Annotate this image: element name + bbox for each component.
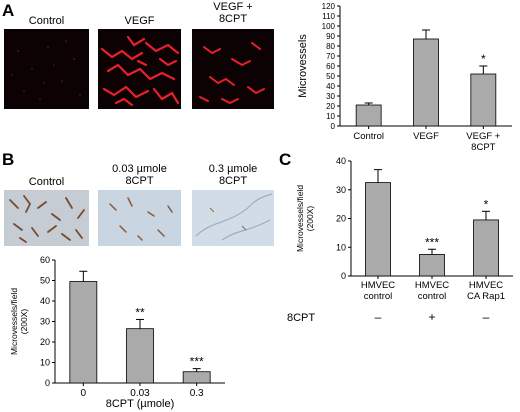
panel-c-bar-chart: 0 10 20 30 40 Microvessels/field(200X) HMVEC co… [287,156,513,324]
panel-c-category-label-1: HMVEC control [415,280,449,302]
panel-c-treatment-1: + [428,310,435,324]
panel-b-bar-chart: 0 10 20 30 40 50 60 Microvessels/field(200X) 0 **… [9,255,225,410]
panel-a-ytick-label-10: 100 [322,22,336,31]
panel-a-ytick-label-3: 30 [326,92,335,101]
panel-c-bar-0 [365,182,391,277]
panel-a-ytick-label-4: 40 [326,82,335,91]
panel-b-category-label-1: 0.03 [130,388,150,399]
micrograph-b-003-stain [109,197,173,241]
micrograph-b-control [4,190,89,246]
panel-c-ytick-label-3: 30 [336,185,346,195]
panel-b-bar-2 [182,371,211,384]
panel-c-ytick-label-1: 10 [336,242,346,252]
panel-a-letter: A [2,1,15,20]
panel-a-ylabel-group: Microvessels [297,34,309,98]
panel-b-significance-2: *** [190,355,204,369]
panel-a-ytick-label-1: 10 [326,112,335,121]
panel-a-bar-1 [413,38,439,127]
panel-b-ytick-label-6: 60 [40,255,50,265]
panel-b-letter: B [2,150,15,169]
micrograph-vegf-8cpt [192,29,274,109]
panel-b-category-label-2: 0.3 [190,388,204,399]
panel-a-bar-2 [470,73,497,127]
micrograph-control-specks [11,40,81,100]
panel-a-ytick-label-0: 0 [331,122,336,131]
panel-a-category-label-1: VEGF [413,131,439,142]
panel-c-ytick-label-2: 20 [336,214,346,224]
panel-c-significance-2: * [484,197,489,211]
panel-c-treatment-label: 8CPT [287,312,315,324]
panel-b-ytick-label-0: 0 [45,378,50,388]
panel-c-ytick-label-0: 0 [341,271,346,281]
panel-b-ytick-label-2: 20 [40,337,50,347]
panel-a-bar-0 [355,104,382,127]
panel-a-ytick-label-6: 60 [326,62,335,71]
micrograph-vegf [98,29,181,109]
panel-c-category-label-0: HMVEC control [361,280,395,302]
panel-b-ytick-label-5: 50 [40,276,50,286]
panel-b-ylabel-group: Microvessels/field(200X) [9,288,29,355]
panel-b-bar-0 [69,281,98,384]
panel-b-ylabel: Microvessels/field(200X) [9,288,29,355]
panel-c-ytick-label-4: 40 [336,156,346,166]
panel-b-significance-1: ** [135,305,145,319]
panel-b-image-label-1: 0.03 µmole 8CPT [112,163,167,187]
panel-a-image-label-1: VEGF [124,15,155,27]
panel-a-ylabel: Microvessels [297,34,309,98]
panel-a-ytick-label-2: 20 [326,102,335,111]
panel-b-ytick-label-4: 40 [40,296,50,306]
panel-a-image-label-2: VEGF + 8CPT [213,1,253,25]
micrograph-b-03 [192,190,274,246]
panel-a-ytick-label-5: 50 [326,72,335,81]
panel-a-ytick-label-11: 110 [322,12,335,21]
panel-c-ylabel: Microvessels/field(200X) [295,185,315,252]
panel-c-treatment-2: – [483,310,490,324]
panel-c-bar-1 [419,254,445,277]
panel-b-category-label-0: 0 [81,388,87,399]
micrograph-vegf-vessels [100,35,180,107]
panel-b-xlabel: 8CPT (µmole) [106,398,174,410]
panel-c-category-label-2: HMVEC CA Rap1 [467,280,505,302]
micrograph-b-control-stain [9,195,85,243]
micrograph-vegf-8cpt-vessels [199,42,265,105]
micrograph-b-003 [98,190,181,246]
panel-b-bar-1 [126,328,154,384]
micrograph-b-03-stain [195,193,273,241]
panel-b-image-label-0: Control [28,176,65,188]
panel-a-category-label-2: VEGF +8CPT [466,131,501,150]
panel-b-ytick-label-3: 30 [40,317,50,327]
panel-b-ytick-label-1: 10 [40,358,50,368]
panel-c-letter: C [279,150,292,169]
panel-a-ytick-label-7: 70 [326,52,335,61]
panel-a-image-label-0: Control [28,15,65,27]
panel-b-image-label-2: 0.3 µmole 8CPT [208,163,258,187]
panel-c-treatment-0: – [375,310,382,324]
panel-a-significance-2: * [481,52,486,66]
panel-c-significance-1: *** [425,235,439,249]
panel-a-ytick-label-12: 120 [322,2,336,11]
panel-a-ytick-label-9: 90 [326,32,335,41]
micrograph-control [4,29,89,109]
panel-a-category-label-0: Control [353,131,384,142]
panel-a-ytick-label-8: 80 [326,42,335,51]
panel-c-bar-2 [473,219,499,277]
panel-c-ylabel-group: Microvessels/field(200X) [295,185,315,252]
